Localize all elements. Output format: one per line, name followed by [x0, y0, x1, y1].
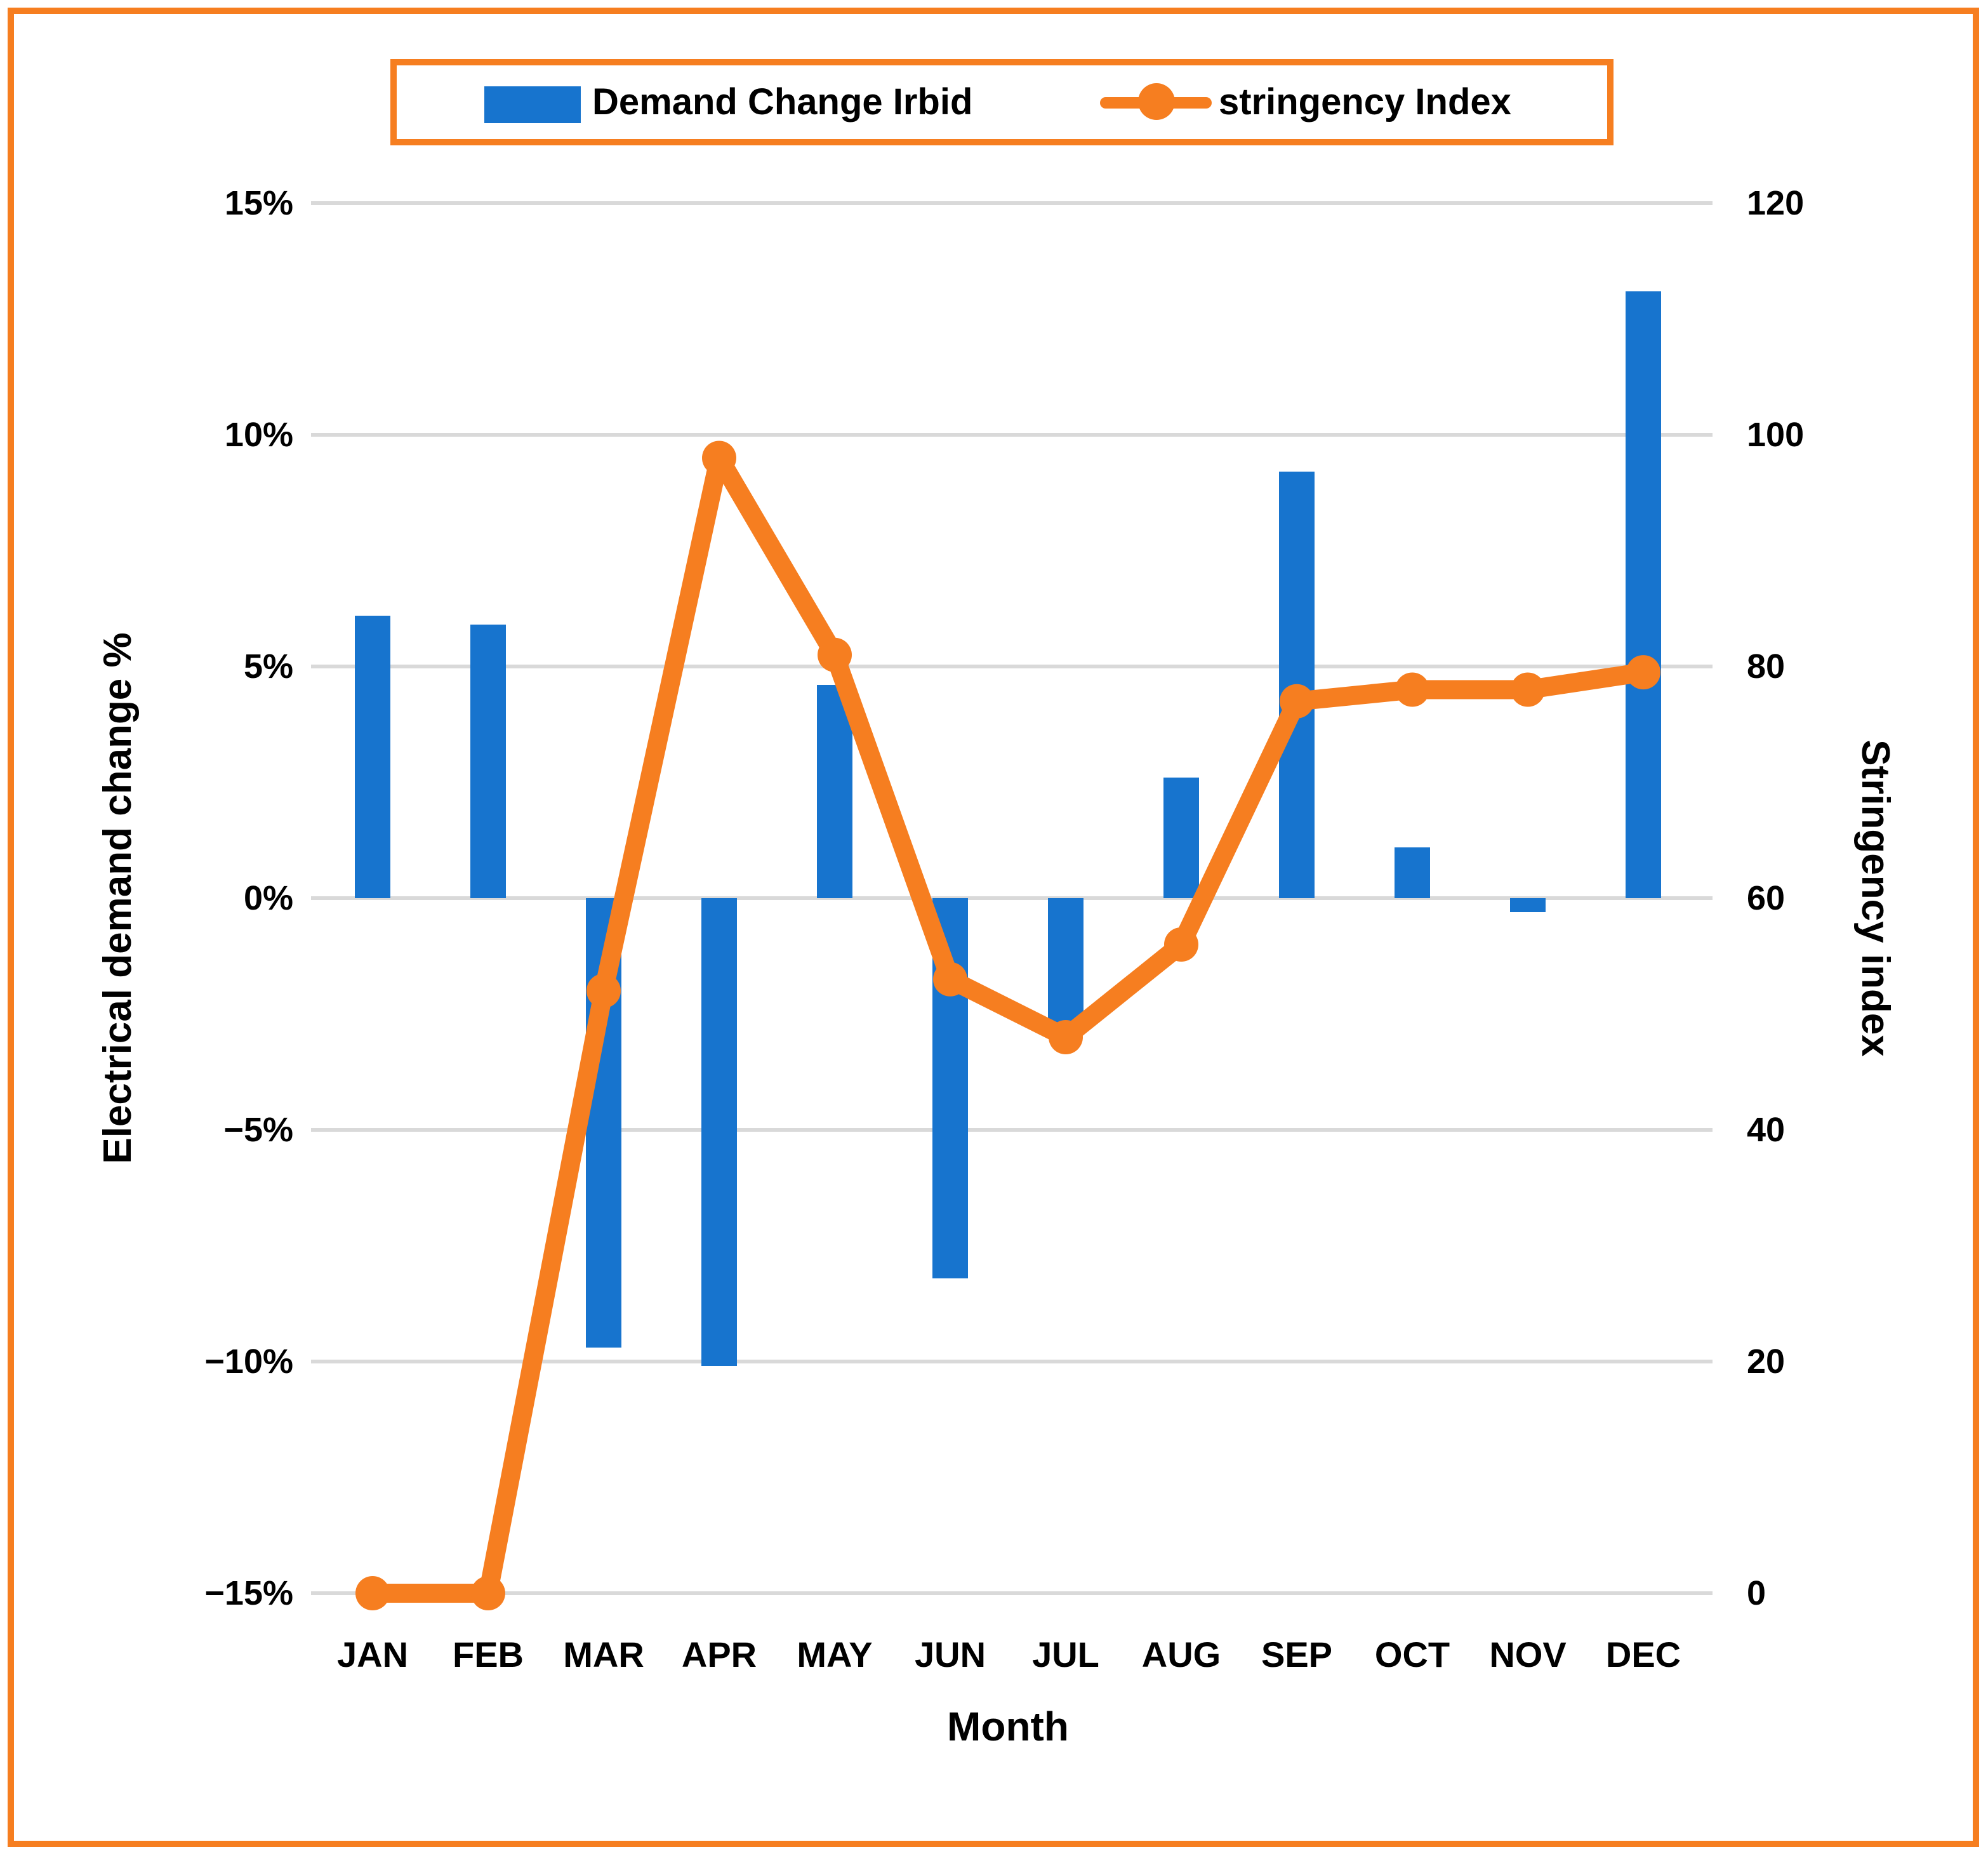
x-tick-MAY: MAY: [797, 1634, 873, 1674]
x-tick-JUL: JUL: [1032, 1634, 1099, 1674]
left-axis-tick-label: −10%: [204, 1342, 293, 1381]
right-axis-tick-label: 100: [1747, 416, 1805, 454]
bar-FEB: [470, 625, 506, 898]
figure-border: [8, 8, 1979, 1847]
right-axis-tick-label: 40: [1747, 1111, 1786, 1149]
bar-JAN: [355, 615, 390, 898]
gridline: [311, 1591, 1713, 1595]
bar-JUN: [932, 898, 968, 1278]
bar-NOV: [1510, 898, 1546, 912]
gridline: [311, 896, 1713, 900]
x-tick-JAN: JAN: [336, 1634, 409, 1674]
legend: Demand Change Irbid stringency Index: [390, 59, 1614, 145]
left-axis-title: Electrical demand change %: [95, 632, 140, 1164]
left-axis-tick-label: 0%: [243, 879, 293, 917]
x-tick-FEB: FEB: [453, 1634, 524, 1674]
right-axis-tick-label: 60: [1747, 879, 1786, 917]
x-tick-OCT: OCT: [1374, 1634, 1450, 1674]
gridline: [311, 201, 1713, 205]
x-tick-JUN: JUN: [914, 1634, 986, 1674]
bar-SEP: [1279, 472, 1315, 898]
left-axis-tick-label: 5%: [243, 647, 293, 686]
bar-JUL: [1048, 898, 1083, 1024]
right-axis-tick-label: 20: [1747, 1342, 1786, 1381]
bar-AUG: [1163, 778, 1199, 898]
right-axis-tick-label: 0: [1747, 1574, 1766, 1612]
legend-line-marker-icon: [1138, 83, 1175, 120]
left-axis-tick-label: 15%: [224, 184, 293, 222]
left-axis-tick-label: 10%: [224, 416, 293, 454]
left-axis-tick-label: −5%: [223, 1111, 293, 1149]
legend-label-demand-change: Demand Change Irbid: [592, 81, 973, 123]
x-axis-title: Month: [947, 1704, 1069, 1749]
bar-MAY: [817, 685, 852, 898]
bar-MAR: [586, 898, 621, 1348]
bar-APR: [701, 898, 737, 1367]
gridline: [311, 1360, 1713, 1363]
legend-bar-swatch: [484, 86, 581, 123]
right-axis-tick-label: 120: [1747, 184, 1805, 222]
x-tick-MAR: MAR: [563, 1634, 644, 1674]
bar-DEC: [1626, 291, 1661, 898]
right-axis-title: Stringency index: [1853, 739, 1898, 1057]
gridline: [311, 665, 1713, 668]
x-tick-NOV: NOV: [1489, 1634, 1567, 1674]
x-tick-SEP: SEP: [1261, 1634, 1333, 1674]
x-tick-APR: APR: [681, 1634, 757, 1674]
gridline: [311, 1128, 1713, 1132]
x-tick-DEC: DEC: [1605, 1634, 1681, 1674]
left-axis-tick-label: −15%: [204, 1574, 293, 1612]
legend-label-stringency: stringency Index: [1219, 81, 1511, 123]
x-tick-AUG: AUG: [1141, 1634, 1221, 1674]
gridline: [311, 433, 1713, 437]
bar-OCT: [1395, 847, 1430, 898]
right-axis-tick-label: 80: [1747, 647, 1786, 686]
